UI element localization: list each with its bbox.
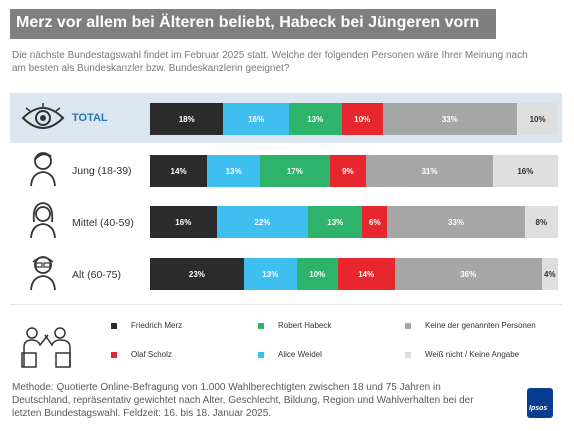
bar-mittel: 16% 22% 13% 6% 33% 8% bbox=[150, 206, 558, 238]
bar-alt: 23% 13% 10% 14% 36% 4% bbox=[150, 258, 558, 290]
bar-segment-weiss_nicht: 8% bbox=[524, 206, 558, 238]
bar-total: 18% 16% 13% 10% 33% 10% bbox=[150, 103, 558, 135]
data-label: 8% bbox=[535, 217, 548, 227]
data-label: 31% bbox=[421, 166, 438, 176]
data-label: 33% bbox=[447, 217, 464, 227]
middle-aged-person-icon bbox=[30, 202, 56, 239]
data-label: 10% bbox=[529, 114, 546, 124]
bar-segment-habeck: 17% bbox=[260, 155, 330, 187]
row-label-mittel: Mittel (40-59) bbox=[72, 217, 134, 229]
question-text: Die nächste Bundestagswahl findet im Feb… bbox=[12, 50, 528, 74]
title-bar: Merz vor allem bei Älteren beliebt, Habe… bbox=[10, 9, 496, 39]
bar-segment-habeck: 13% bbox=[308, 206, 363, 238]
data-label: 17% bbox=[286, 166, 303, 176]
row-label-jung: Jung (18-39) bbox=[72, 165, 132, 177]
data-label: 14% bbox=[358, 269, 375, 279]
data-label: 23% bbox=[188, 269, 205, 279]
bar-segment-weiss_nicht: 4% bbox=[541, 258, 558, 290]
logo-text: Ipsos bbox=[529, 405, 548, 412]
data-label: 13% bbox=[327, 217, 344, 227]
elderly-person-icon bbox=[30, 256, 56, 291]
bar-segment-merz: 14% bbox=[150, 155, 208, 187]
bar-segment-keine: 36% bbox=[394, 258, 542, 290]
legend-swatch bbox=[258, 322, 264, 329]
row-label-total: TOTAL bbox=[72, 112, 108, 124]
bar-segment-weidel: 22% bbox=[216, 206, 309, 238]
bar-segment-scholz: 9% bbox=[329, 155, 367, 187]
legend-label: Keine der genannten Personen bbox=[425, 321, 536, 330]
data-label: 4% bbox=[544, 269, 556, 279]
legend-label: Weiß nicht / Keine Angabe bbox=[425, 350, 520, 359]
data-label: 10% bbox=[354, 114, 371, 124]
data-label: 13% bbox=[262, 269, 279, 279]
data-label: 16% bbox=[248, 114, 265, 124]
data-label: 33% bbox=[441, 114, 458, 124]
legend: Friedrich Merz Robert Habeck Keine der g… bbox=[10, 304, 562, 375]
bar-segment-weiss_nicht: 10% bbox=[517, 103, 558, 135]
data-label: 13% bbox=[307, 114, 324, 124]
bar-segment-scholz: 10% bbox=[341, 103, 383, 135]
row-label-alt: Alt (60-75) bbox=[72, 269, 122, 281]
young-person-icon bbox=[30, 152, 56, 187]
data-label: 16% bbox=[517, 166, 534, 176]
bar-segment-keine: 33% bbox=[382, 103, 518, 135]
bar-segment-habeck: 13% bbox=[288, 103, 342, 135]
legend-swatch bbox=[111, 351, 117, 358]
bar-segment-scholz: 14% bbox=[337, 258, 395, 290]
data-label: 6% bbox=[369, 217, 381, 227]
bar-segment-merz: 16% bbox=[150, 206, 217, 238]
bar-segment-scholz: 6% bbox=[362, 206, 388, 238]
data-label: 10% bbox=[309, 269, 326, 279]
legend-item-scholz: Olaf Scholz bbox=[111, 350, 172, 359]
bar-segment-merz: 23% bbox=[150, 258, 244, 290]
bar-segment-habeck: 10% bbox=[296, 258, 338, 290]
legend-item-habeck: Robert Habeck bbox=[258, 321, 331, 330]
legend-label: Friedrich Merz bbox=[131, 321, 183, 330]
legend-item-keine: Keine der genannten Personen bbox=[405, 321, 536, 330]
legend-item-weidel: Alice Weidel bbox=[258, 350, 322, 359]
legend-item-weiss-nicht: Weiß nicht / Keine Angabe bbox=[405, 350, 519, 359]
data-label: 16% bbox=[175, 217, 192, 227]
bar-segment-weiss_nicht: 16% bbox=[492, 155, 558, 187]
ipsos-logo: Ipsos bbox=[527, 388, 553, 418]
legend-swatch bbox=[258, 351, 264, 358]
data-label: 9% bbox=[342, 166, 354, 176]
data-label: 36% bbox=[460, 269, 477, 279]
eye-icon bbox=[21, 103, 65, 129]
politicians-debate-icon bbox=[21, 327, 71, 368]
legend-swatch bbox=[405, 351, 411, 358]
legend-item-merz: Friedrich Merz bbox=[111, 321, 182, 330]
bar-segment-weidel: 16% bbox=[223, 103, 289, 135]
bar-segment-keine: 31% bbox=[366, 155, 493, 187]
legend-label: Alice Weidel bbox=[278, 350, 322, 359]
bar-segment-weidel: 13% bbox=[207, 155, 261, 187]
method-note: Methode: Quotierte Online-Befragung von … bbox=[12, 382, 474, 419]
bar-jung: 14% 13% 17% 9% 31% 16% bbox=[150, 155, 558, 187]
data-label: 18% bbox=[178, 114, 195, 124]
data-label: 14% bbox=[170, 166, 187, 176]
legend-label: Robert Habeck bbox=[278, 321, 332, 330]
data-label: 13% bbox=[225, 166, 242, 176]
legend-swatch bbox=[111, 322, 117, 329]
data-label: 22% bbox=[254, 217, 271, 227]
legend-label: Olaf Scholz bbox=[131, 350, 172, 359]
legend-swatch bbox=[405, 322, 411, 329]
bar-segment-keine: 33% bbox=[387, 206, 525, 238]
bar-segment-weidel: 13% bbox=[243, 258, 297, 290]
chart-title: Merz vor allem bei Älteren beliebt, Habe… bbox=[16, 14, 480, 31]
bar-segment-merz: 18% bbox=[150, 103, 224, 135]
